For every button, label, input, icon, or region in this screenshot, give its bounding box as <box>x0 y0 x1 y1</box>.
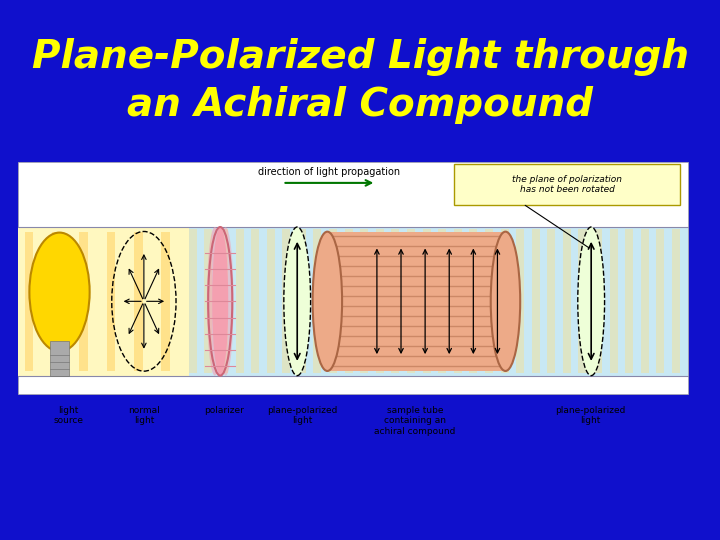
FancyBboxPatch shape <box>282 230 290 373</box>
FancyBboxPatch shape <box>251 230 259 373</box>
Ellipse shape <box>284 227 310 376</box>
FancyBboxPatch shape <box>423 230 431 373</box>
FancyBboxPatch shape <box>360 230 368 373</box>
FancyBboxPatch shape <box>204 230 212 373</box>
FancyBboxPatch shape <box>134 232 143 371</box>
FancyBboxPatch shape <box>500 230 508 373</box>
Text: Plane-Polarized Light through: Plane-Polarized Light through <box>32 38 688 76</box>
FancyBboxPatch shape <box>547 230 555 373</box>
FancyBboxPatch shape <box>18 162 688 394</box>
FancyBboxPatch shape <box>625 230 634 373</box>
Text: an Achiral Compound: an Achiral Compound <box>127 86 593 124</box>
FancyBboxPatch shape <box>266 230 275 373</box>
FancyBboxPatch shape <box>50 341 69 376</box>
FancyBboxPatch shape <box>438 230 446 373</box>
FancyBboxPatch shape <box>376 230 384 373</box>
FancyBboxPatch shape <box>79 232 88 371</box>
FancyBboxPatch shape <box>578 230 587 373</box>
FancyBboxPatch shape <box>407 230 415 373</box>
FancyBboxPatch shape <box>516 230 524 373</box>
FancyBboxPatch shape <box>454 230 462 373</box>
FancyBboxPatch shape <box>610 230 618 373</box>
Ellipse shape <box>207 227 223 376</box>
Ellipse shape <box>212 227 228 376</box>
FancyBboxPatch shape <box>672 230 680 373</box>
FancyBboxPatch shape <box>235 230 243 373</box>
FancyBboxPatch shape <box>641 230 649 373</box>
FancyBboxPatch shape <box>563 230 571 373</box>
Ellipse shape <box>491 232 520 371</box>
FancyBboxPatch shape <box>392 230 400 373</box>
FancyBboxPatch shape <box>298 230 306 373</box>
FancyBboxPatch shape <box>345 230 353 373</box>
FancyBboxPatch shape <box>313 230 322 373</box>
Text: normal
light: normal light <box>128 406 160 425</box>
FancyBboxPatch shape <box>328 232 505 371</box>
FancyBboxPatch shape <box>485 230 493 373</box>
Ellipse shape <box>312 232 342 371</box>
FancyBboxPatch shape <box>454 164 680 205</box>
FancyBboxPatch shape <box>189 230 197 373</box>
Text: direction of light propagation: direction of light propagation <box>258 167 400 177</box>
FancyBboxPatch shape <box>531 230 540 373</box>
FancyBboxPatch shape <box>594 230 602 373</box>
Text: sample tube
containing an
achiral compound: sample tube containing an achiral compou… <box>374 406 456 436</box>
FancyBboxPatch shape <box>220 230 228 373</box>
Text: plane-polarized
light: plane-polarized light <box>555 406 626 425</box>
FancyBboxPatch shape <box>161 232 170 371</box>
FancyBboxPatch shape <box>24 232 33 371</box>
Text: the plane of polarization
has not been rotated: the plane of polarization has not been r… <box>512 175 622 194</box>
FancyBboxPatch shape <box>657 230 665 373</box>
FancyBboxPatch shape <box>329 230 337 373</box>
FancyBboxPatch shape <box>18 227 189 376</box>
Ellipse shape <box>577 227 605 376</box>
FancyBboxPatch shape <box>469 230 477 373</box>
Text: light
source: light source <box>53 406 84 425</box>
FancyBboxPatch shape <box>189 227 688 376</box>
FancyBboxPatch shape <box>52 232 60 371</box>
Text: plane-polarized
light: plane-polarized light <box>267 406 338 425</box>
Text: polarizer: polarizer <box>204 406 243 415</box>
Ellipse shape <box>30 233 90 352</box>
FancyBboxPatch shape <box>107 232 115 371</box>
Ellipse shape <box>217 227 233 376</box>
